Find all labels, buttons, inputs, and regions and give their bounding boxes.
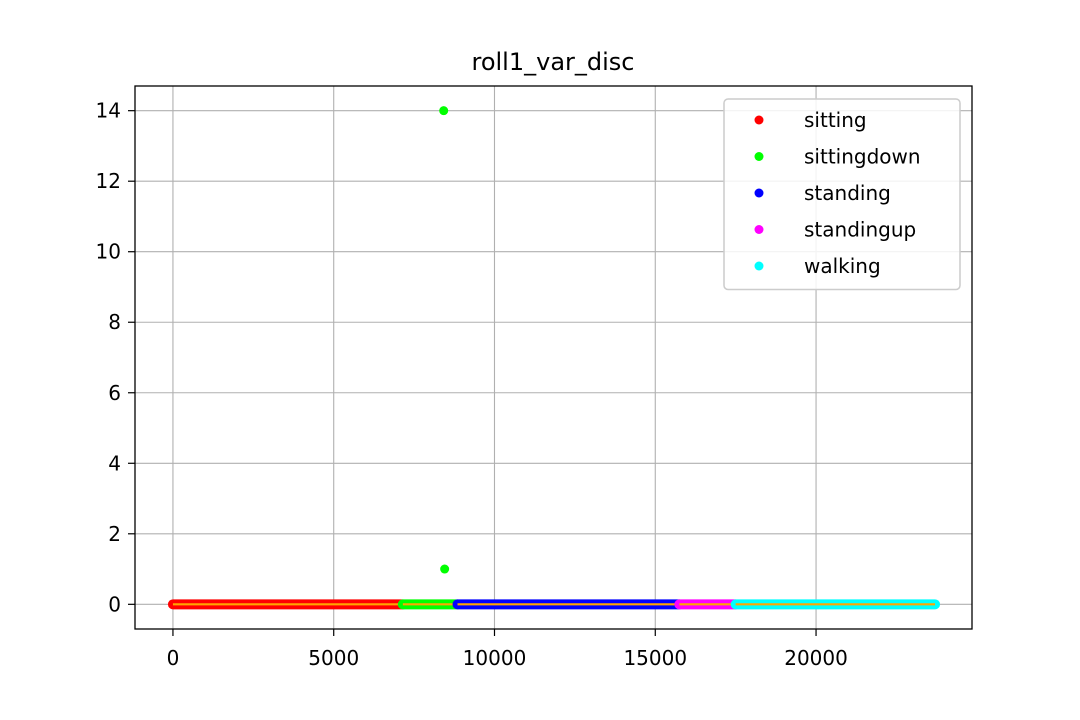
- x-tick-label: 20000: [784, 646, 848, 670]
- y-tick-label: 0: [108, 592, 121, 616]
- x-tick-label: 5000: [308, 646, 359, 670]
- y-tick-label: 12: [96, 169, 121, 193]
- series-sittingdown: [397, 106, 463, 610]
- legend-marker: [754, 152, 764, 161]
- y-tick-label: 2: [108, 522, 121, 546]
- series-layer: [167, 106, 941, 610]
- y-tick-label: 6: [108, 381, 121, 405]
- x-axis: 0 5000 10000 15000 20000: [167, 629, 848, 670]
- y-tick-label: 8: [108, 310, 121, 334]
- y-axis: 0 2 4 6 8 10 12 14: [96, 99, 135, 616]
- x-tick-label: 0: [167, 646, 180, 670]
- legend-marker: [754, 225, 764, 234]
- x-tick-label: 15000: [623, 646, 687, 670]
- data-point: [440, 564, 450, 574]
- legend-marker: [754, 115, 764, 125]
- legend-label: sitting: [804, 108, 867, 132]
- legend-label: standing: [804, 181, 891, 205]
- legend-box: [723, 98, 961, 291]
- legend: sitting sittingdown standing standingup walk…: [723, 98, 961, 291]
- y-tick-label: 14: [96, 99, 121, 123]
- plot-frame: [134, 85, 973, 630]
- chart-title: roll1_var_disc: [471, 48, 634, 76]
- data-point: [439, 106, 449, 116]
- legend-marker: [754, 188, 764, 198]
- x-tick-label: 10000: [463, 646, 527, 670]
- y-tick-label: 10: [96, 240, 121, 264]
- legend-label: standingup: [804, 218, 916, 242]
- legend-marker: [754, 261, 764, 271]
- legend-label: walking: [804, 254, 881, 278]
- legend-label: sittingdown: [804, 145, 921, 169]
- y-tick-label: 4: [108, 451, 121, 475]
